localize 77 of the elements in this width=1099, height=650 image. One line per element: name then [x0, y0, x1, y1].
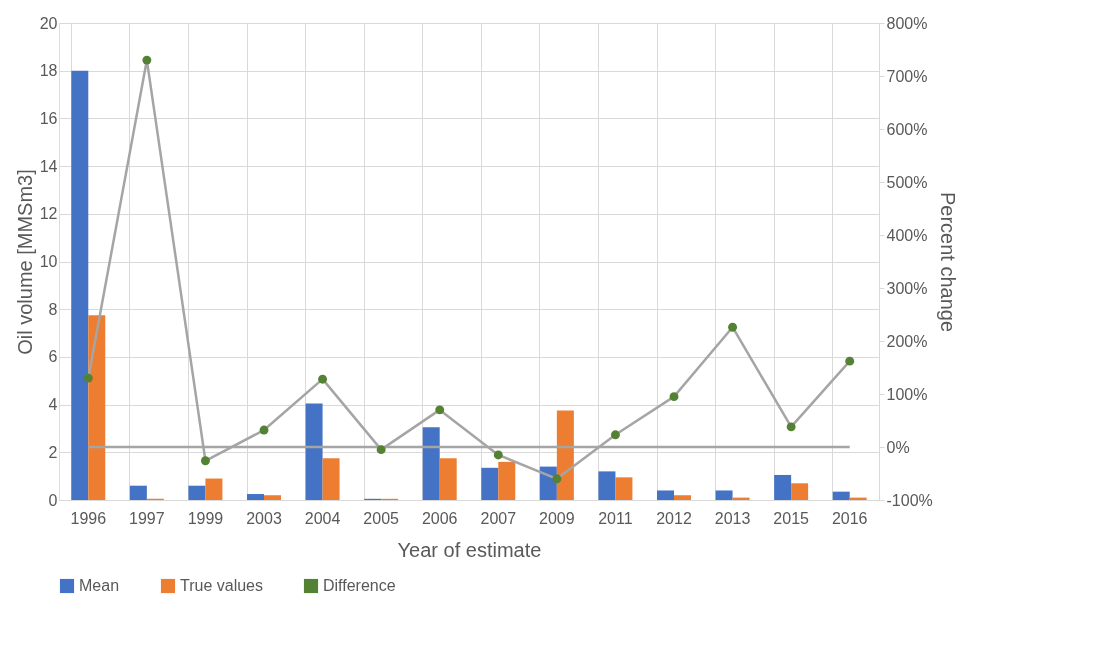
bar — [832, 491, 850, 500]
y2-axis-title: Percent change — [936, 191, 959, 333]
point — [669, 392, 679, 402]
y2-tick-label: 600% — [886, 120, 928, 138]
y2-tick-label: 200% — [886, 332, 928, 350]
y-tick-label: 12 — [39, 205, 58, 223]
y2-tick-label: 100% — [886, 385, 928, 403]
x-tick-label: 2004 — [304, 509, 341, 527]
point — [552, 474, 562, 484]
point — [142, 55, 152, 65]
bar — [88, 315, 106, 500]
y-tick-label: 20 — [39, 14, 58, 32]
x-tick-label: 2007 — [480, 509, 517, 527]
bar — [71, 70, 89, 500]
x-tick-label: 2006 — [421, 509, 458, 527]
bar — [188, 485, 206, 500]
y-tick-label: 8 — [48, 300, 58, 318]
point — [845, 356, 855, 366]
bar — [674, 495, 691, 500]
point — [376, 445, 386, 455]
bar — [439, 458, 457, 500]
bar — [322, 458, 340, 500]
x-tick-label: 2011 — [598, 509, 633, 527]
x-tick-label: 2003 — [246, 509, 282, 527]
point — [435, 405, 445, 415]
point — [259, 425, 269, 435]
x-tick-label: 2015 — [773, 509, 810, 527]
bar — [129, 485, 147, 500]
y-tick-label: 18 — [39, 62, 58, 80]
y-tick-label: 4 — [48, 396, 58, 414]
y2-tick-label: 500% — [886, 173, 928, 191]
y2-tick-label: 300% — [886, 279, 928, 297]
y-tick-label: 14 — [39, 157, 58, 175]
x-tick-label: 2016 — [831, 509, 868, 527]
y2-tick-label: 0% — [886, 438, 910, 456]
point — [493, 450, 503, 460]
y-tick-label: 2 — [48, 443, 58, 461]
point — [610, 430, 620, 440]
bar — [205, 478, 223, 500]
point — [200, 456, 210, 466]
legend-label: Mean — [79, 577, 120, 594]
bar — [657, 490, 674, 500]
bar — [598, 471, 616, 500]
point — [83, 373, 93, 383]
point — [318, 374, 328, 384]
bar — [615, 477, 633, 500]
y2-tick-label: 400% — [886, 226, 928, 244]
x-axis-title: Year of estimate — [397, 538, 542, 561]
x-tick-label: 2005 — [363, 509, 400, 527]
bar — [481, 467, 499, 500]
x-tick-label: 2013 — [714, 509, 751, 527]
x-tick-label: 1999 — [187, 509, 224, 527]
x-tick-label: 2012 — [656, 509, 692, 527]
bar — [774, 474, 792, 500]
legend-label: True values — [180, 577, 263, 594]
point — [728, 322, 738, 332]
legend-label: Difference — [323, 577, 396, 594]
bar — [556, 410, 574, 500]
bar — [422, 427, 440, 500]
bar — [791, 483, 809, 500]
y2-tick-label: 800% — [886, 14, 928, 32]
y-axis-title: Oil volume [MMSm3] — [13, 169, 36, 355]
x-tick-label: 1996 — [70, 509, 107, 527]
x-tick-label: 2009 — [539, 509, 575, 527]
y2-tick-label: 700% — [886, 67, 928, 85]
y-tick-label: 10 — [39, 253, 58, 270]
bar — [264, 495, 281, 500]
bar — [498, 461, 516, 500]
bar — [247, 494, 264, 500]
y2-tick-label: -100% — [886, 491, 933, 509]
y-tick-label: 0 — [48, 491, 58, 509]
point — [786, 422, 796, 432]
y-tick-label: 6 — [48, 348, 58, 366]
x-tick-label: 1997 — [129, 509, 165, 527]
bar — [715, 490, 733, 500]
y-tick-label: 16 — [39, 109, 58, 127]
bar — [305, 403, 323, 500]
